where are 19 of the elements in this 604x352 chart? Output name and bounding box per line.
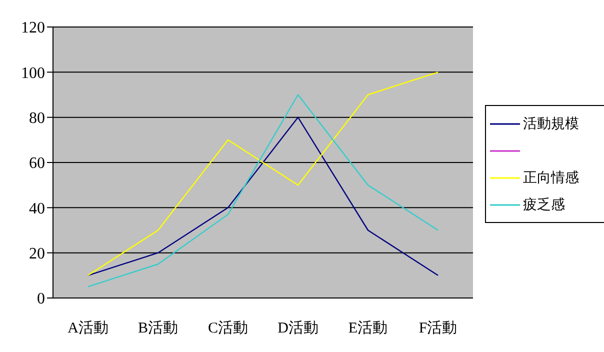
- y-tick-label: 80: [29, 110, 45, 128]
- y-tick-label: 100: [21, 64, 45, 82]
- x-tick-label: A活動: [68, 320, 108, 337]
- line-series: [87, 116, 439, 276]
- y-tick-label: 20: [29, 246, 45, 263]
- x-tick-label: C活動: [208, 320, 248, 337]
- line-series: [87, 94, 439, 288]
- x-tick-label: B活動: [138, 320, 178, 337]
- y-tick-label: 120: [21, 20, 45, 37]
- line-series: [87, 72, 439, 276]
- y-tick-label: 60: [29, 155, 45, 172]
- x-tick-label: D活動: [278, 320, 318, 337]
- x-tick-label: E活動: [348, 320, 388, 337]
- x-tick-label: F活動: [418, 320, 458, 337]
- legend-label: 正向情感: [523, 168, 579, 186]
- y-tick-label: 0: [37, 290, 45, 308]
- legend-label: 活動規模: [523, 114, 579, 132]
- y-tick-label: 40: [29, 200, 45, 218]
- legend-label: 疲乏感: [523, 196, 565, 214]
